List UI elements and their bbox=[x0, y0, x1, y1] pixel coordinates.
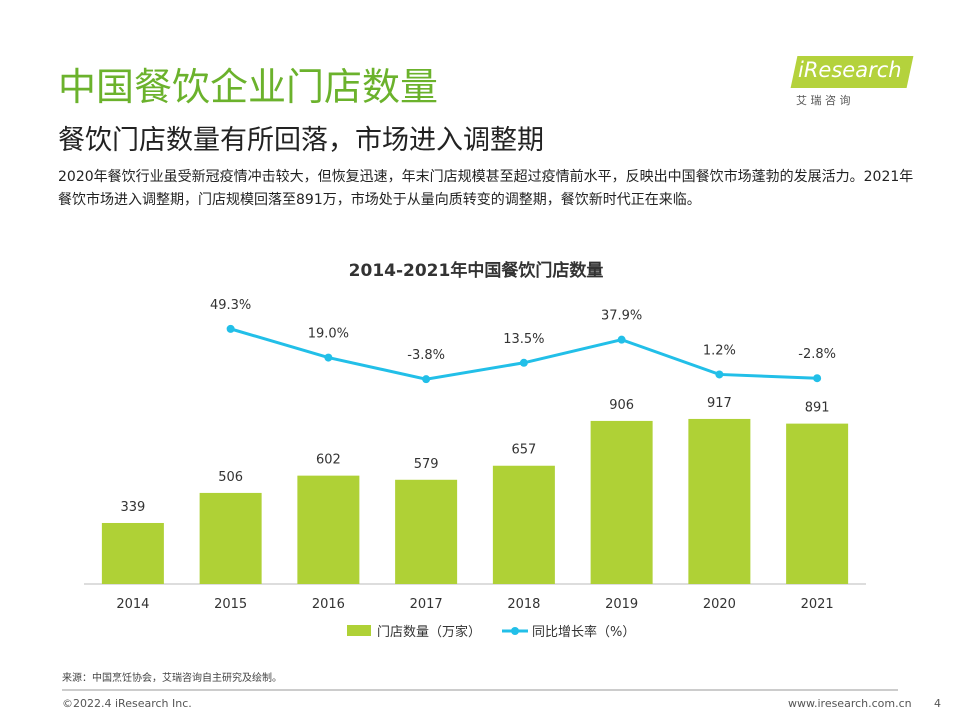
line-point bbox=[324, 353, 333, 362]
description: 2020年餐饮行业虽受新冠疫情冲击较大，但恢复迅速，年末门店规模甚至超过疫情前水… bbox=[58, 169, 914, 208]
bar bbox=[395, 479, 458, 584]
bar-label: 657 bbox=[511, 443, 536, 458]
legend-swatch bbox=[347, 625, 371, 636]
line-point bbox=[226, 324, 235, 333]
line-point bbox=[519, 358, 528, 367]
bar-label: 891 bbox=[805, 401, 830, 416]
page-number: 4 bbox=[934, 697, 941, 710]
line-label: 19.0% bbox=[308, 327, 349, 342]
bar bbox=[786, 423, 849, 584]
line-label: 49.3% bbox=[210, 298, 251, 313]
line-label: 1.2% bbox=[703, 343, 736, 358]
chart-title: 2014-2021年中国餐饮门店数量 bbox=[349, 260, 604, 281]
x-tick-label: 2015 bbox=[214, 597, 247, 612]
legend-label: 同比增长率（%） bbox=[532, 624, 635, 640]
title: 中国餐饮企业门店数量 bbox=[58, 65, 439, 109]
x-tick-label: 2016 bbox=[312, 597, 345, 612]
bar-label: 579 bbox=[414, 457, 439, 472]
url: www.iresearch.com.cn bbox=[788, 697, 912, 710]
bar-label: 602 bbox=[316, 453, 341, 468]
line-label: -3.8% bbox=[407, 348, 445, 363]
x-tick-label: 2017 bbox=[410, 597, 443, 612]
x-tick-label: 2018 bbox=[507, 597, 540, 612]
logo-text: iResearch bbox=[798, 58, 902, 82]
bar bbox=[590, 420, 653, 584]
bar bbox=[688, 418, 751, 584]
line-point bbox=[617, 335, 626, 344]
x-tick-label: 2021 bbox=[801, 597, 834, 612]
bar bbox=[492, 465, 555, 584]
subtitle: 餐饮门店数量有所回落，市场进入调整期 bbox=[58, 125, 544, 156]
bar-label: 339 bbox=[120, 500, 145, 515]
line-label: 37.9% bbox=[601, 309, 642, 324]
line-point bbox=[422, 375, 431, 384]
logo-sub: 艾 瑞 咨 询 bbox=[796, 94, 851, 107]
line-point bbox=[813, 374, 822, 383]
x-tick-label: 2020 bbox=[703, 597, 736, 612]
line-label: 13.5% bbox=[503, 332, 544, 347]
bar bbox=[199, 492, 262, 584]
legend-swatch bbox=[511, 627, 519, 635]
bar bbox=[101, 522, 164, 584]
line-label: -2.8% bbox=[798, 347, 836, 362]
x-tick-label: 2019 bbox=[605, 597, 638, 612]
source: 来源：中国烹饪协会，艾瑞咨询自主研究及绘制。 bbox=[62, 673, 282, 684]
bar-label: 906 bbox=[609, 398, 634, 413]
bar bbox=[297, 475, 360, 584]
legend-label: 门店数量（万家） bbox=[377, 624, 481, 640]
bar-label: 917 bbox=[707, 396, 732, 411]
copyright: ©2022.4 iResearch Inc. bbox=[62, 697, 192, 710]
bar-label: 506 bbox=[218, 470, 243, 485]
line-point bbox=[715, 370, 724, 379]
x-tick-label: 2014 bbox=[116, 597, 149, 612]
